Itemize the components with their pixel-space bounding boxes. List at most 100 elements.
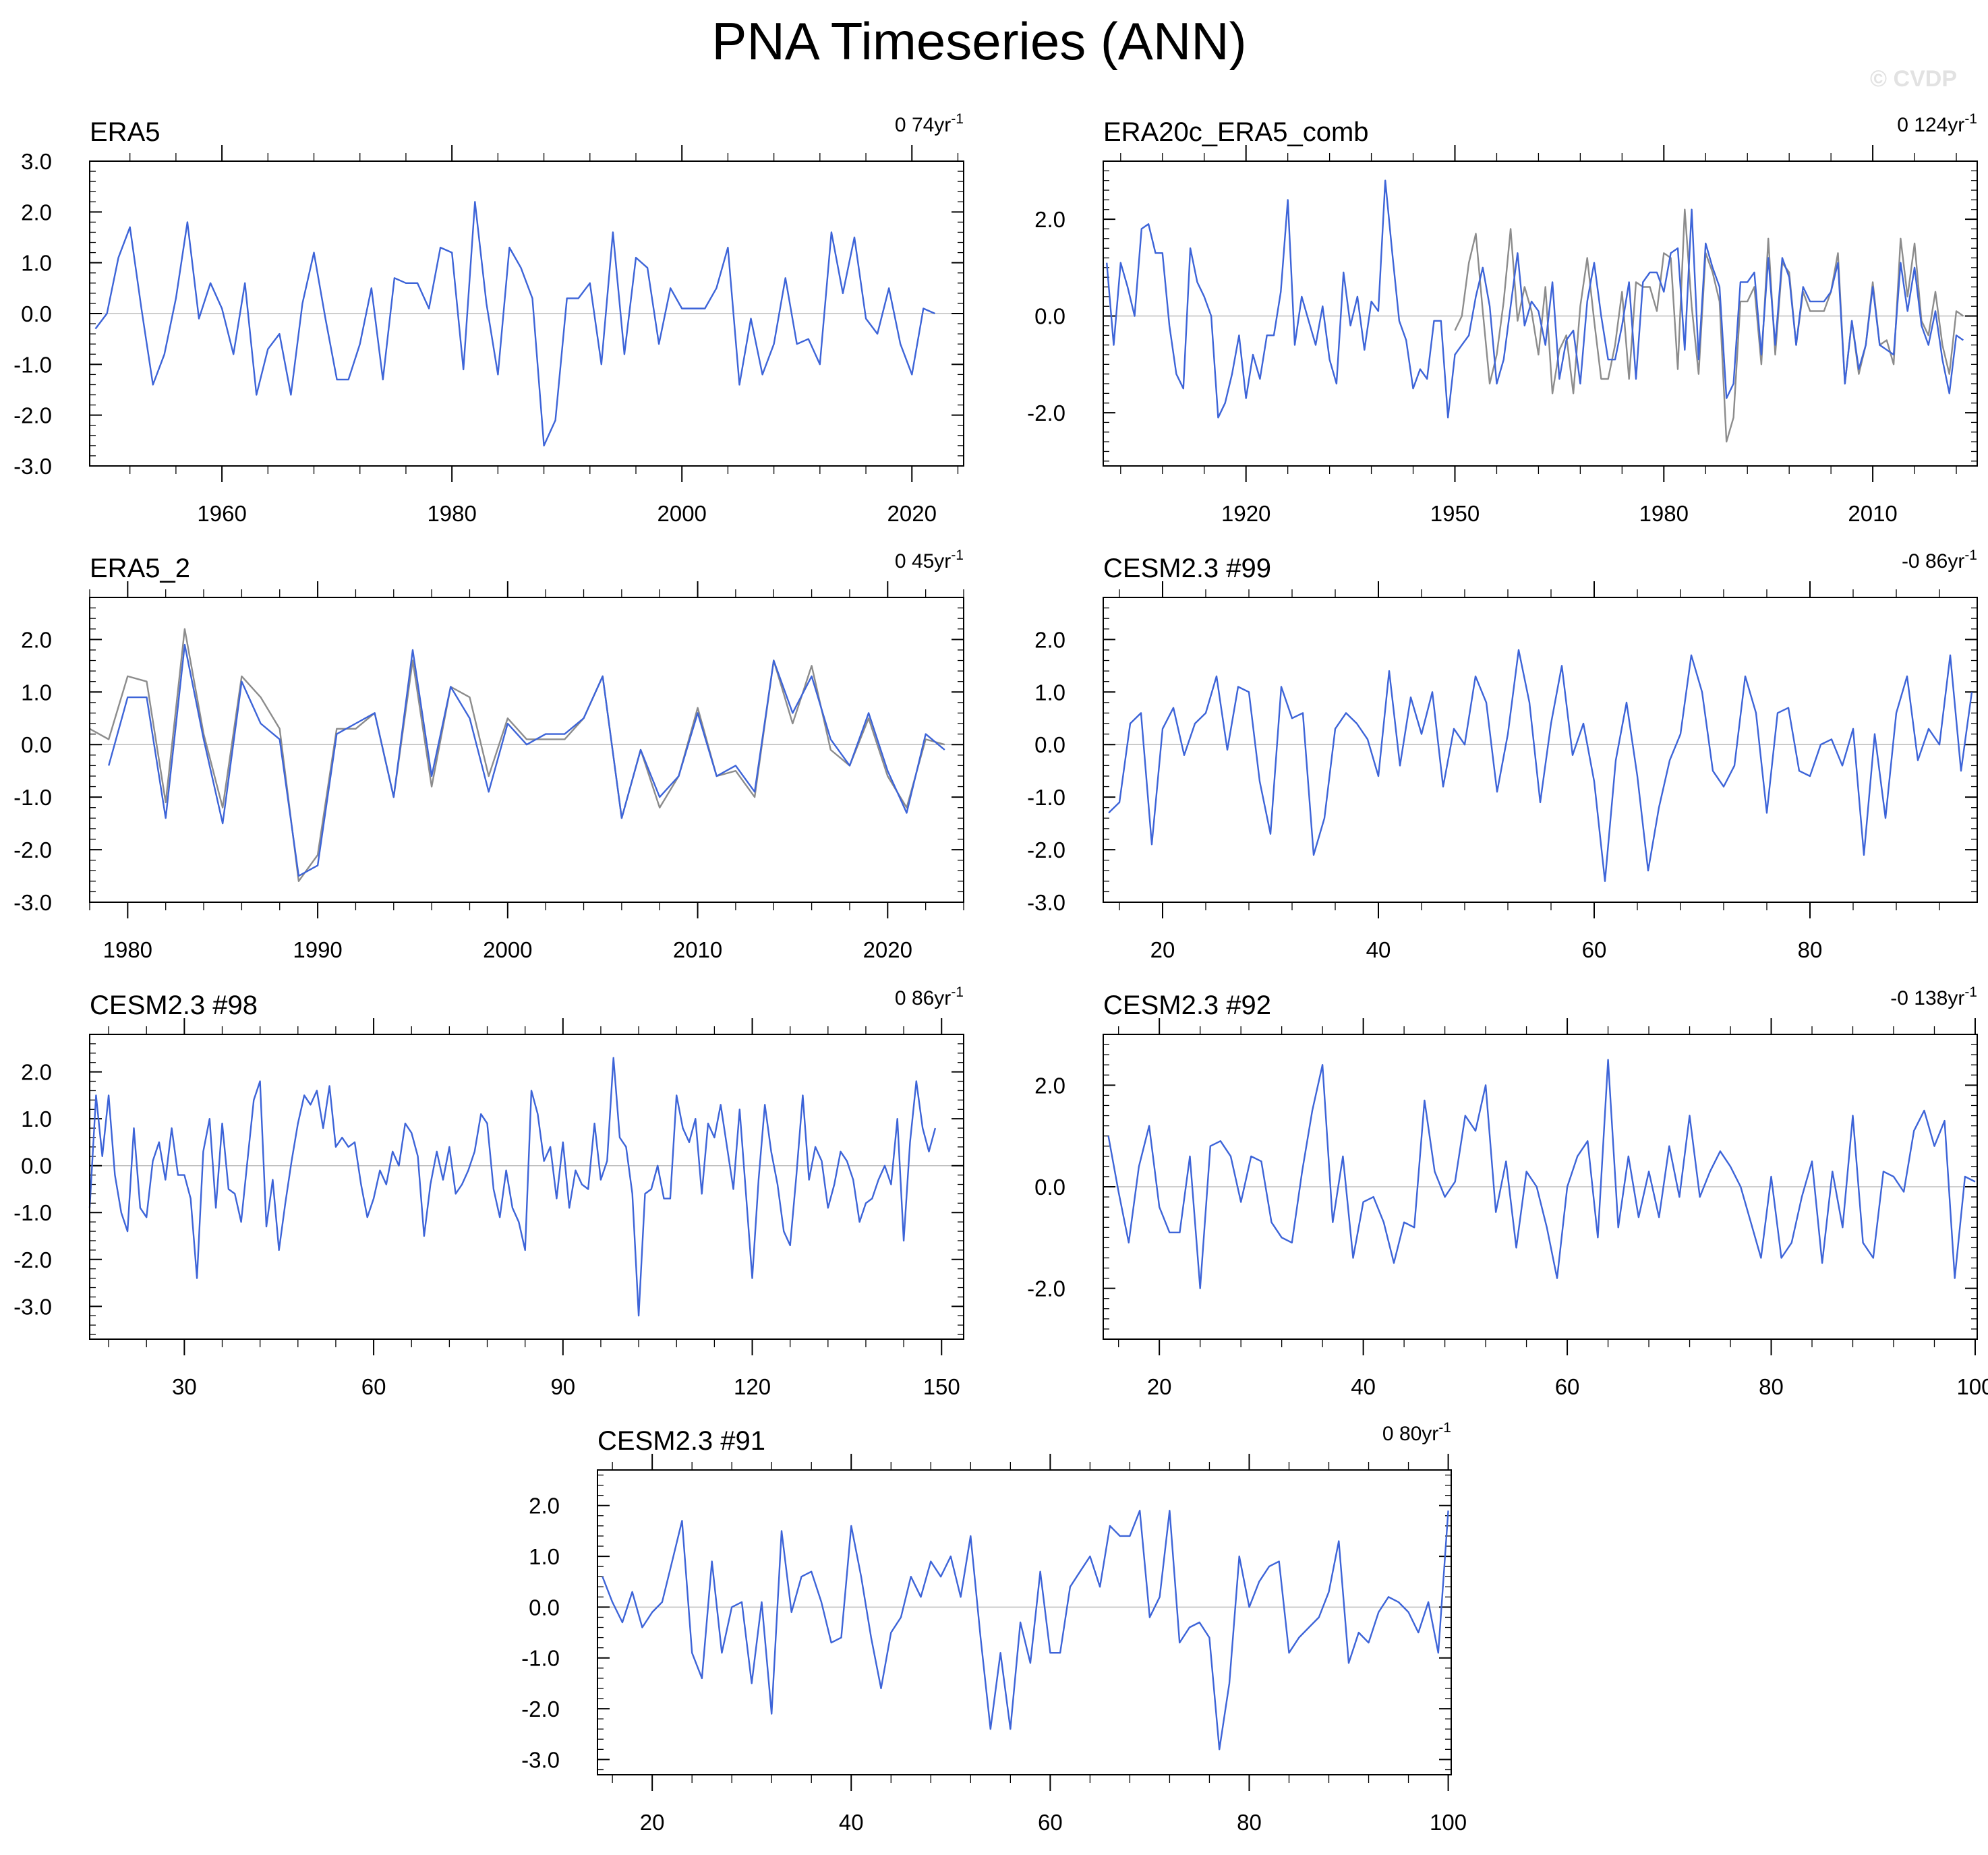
panel-title: CESM2.3 #92 (1103, 991, 1271, 1020)
x-tick-label: 1990 (293, 937, 342, 962)
series-line-cesm2-3-92 (1107, 1059, 1976, 1289)
y-tick-label: 0.0 (21, 1154, 52, 1179)
trend-exponent: -1 (1964, 111, 1977, 127)
x-tick-label: 2010 (1848, 501, 1897, 526)
x-tick-label: 60 (1555, 1374, 1580, 1399)
y-tick-label: -3.0 (13, 890, 52, 915)
plot-frame (1103, 597, 1978, 903)
x-tick-label: 90 (550, 1374, 575, 1399)
reference-line-era5 (1454, 208, 1964, 443)
y-tick-label: 2.0 (21, 1060, 52, 1085)
panel-cesm_91: CESM2.3 #91 0 80yr-1 -3.0 -2.0 -1.0 0.0 1.0 2.0… (521, 1420, 1467, 1835)
x-tick-label: 1920 (1221, 501, 1270, 526)
series-line-cesm2-3-99 (1108, 649, 1973, 883)
y-tick-label: -1.0 (13, 1200, 52, 1225)
y-tick-label: 2.0 (1034, 627, 1065, 652)
x-tick-label: 80 (1759, 1374, 1784, 1399)
trend-value: -0 138yr (1890, 987, 1964, 1009)
panel-title: CESM2.3 #99 (1103, 554, 1271, 583)
trend-label: 0 86yr-1 (895, 984, 964, 1009)
plot-frame (89, 597, 964, 903)
y-tick-label: -2.0 (13, 403, 52, 428)
y-tick-label: 0.0 (529, 1595, 560, 1620)
watermark: © CVDP (1870, 66, 1957, 92)
trend-value: -0 86yr (1902, 550, 1964, 572)
x-tick-label: 80 (1237, 1810, 1262, 1835)
x-tick-label: 150 (923, 1374, 960, 1399)
panel-era20c_era5_comb: ERA20c_ERA5_comb 0 124yr-1 -2.0 0.0 2.0 1920 1… (1027, 111, 1978, 526)
y-tick-label: -2.0 (13, 837, 52, 862)
y-tick-label: 0.0 (1034, 1175, 1065, 1200)
y-tick-label: 2.0 (1034, 1073, 1065, 1098)
x-tick-label: 1950 (1430, 501, 1480, 526)
y-tick-label: 0.0 (1034, 304, 1065, 329)
y-tick-label: -2.0 (521, 1697, 560, 1721)
y-tick-label: 1.0 (529, 1544, 560, 1569)
y-tick-label: 2.0 (1034, 207, 1065, 232)
plot-frame (1103, 160, 1978, 467)
trend-label: 0 45yr-1 (895, 548, 964, 572)
x-tick-label: 40 (1366, 937, 1391, 962)
y-tick-label: -2.0 (1027, 401, 1065, 425)
trend-label: 0 74yr-1 (895, 111, 964, 136)
y-tick-label: 1.0 (21, 680, 52, 705)
x-tick-label: 2000 (657, 501, 706, 526)
x-tick-label: 40 (839, 1810, 864, 1835)
x-tick-label: 100 (1430, 1810, 1467, 1835)
trend-label: -0 138yr-1 (1890, 984, 1977, 1009)
x-tick-label: 60 (1038, 1810, 1063, 1835)
x-tick-label: 80 (1798, 937, 1823, 962)
y-tick-label: -3.0 (1027, 890, 1065, 915)
figure-title: PNA Timeseries (ANN) (711, 11, 1246, 71)
y-tick-label: -2.0 (13, 1247, 52, 1272)
trend-label: 0 80yr-1 (1382, 1420, 1451, 1445)
x-tick-label: 120 (734, 1374, 771, 1399)
y-tick-label: -3.0 (521, 1747, 560, 1772)
panel-title: ERA5_2 (90, 554, 190, 583)
y-tick-label: 2.0 (21, 627, 52, 652)
trend-label: 0 124yr-1 (1897, 111, 1977, 136)
y-tick-label: 0.0 (1034, 732, 1065, 757)
x-tick-label: 1980 (103, 937, 152, 962)
reference-line-era5 (89, 628, 945, 883)
y-tick-label: 0.0 (21, 732, 52, 757)
y-tick-label: -2.0 (1027, 1276, 1065, 1301)
panels: ERA5 0 74yr-1-3.0-2.0-1.00.01.02.03.01960… (13, 111, 1988, 1835)
series-line-era5-2 (108, 643, 945, 877)
y-tick-label: -1.0 (521, 1646, 560, 1671)
y-tick-label: 3.0 (21, 149, 52, 174)
y-tick-label: -1.0 (13, 352, 52, 377)
trend-exponent: -1 (1964, 548, 1977, 563)
x-tick-label: 40 (1351, 1374, 1376, 1399)
x-tick-label: 2020 (863, 937, 912, 962)
x-tick-label: 20 (1147, 1374, 1172, 1399)
series-line-era20c-era5-comb (1106, 179, 1964, 419)
trend-value: 0 74yr (895, 114, 951, 136)
x-tick-label: 100 (1956, 1374, 1988, 1399)
x-tick-label: 60 (1582, 937, 1607, 962)
trend-exponent: -1 (1964, 984, 1977, 1000)
x-tick-label: 1980 (427, 501, 476, 526)
x-tick-label: 60 (361, 1374, 386, 1399)
y-tick-label: 0.0 (21, 301, 52, 326)
series-line-cesm2-3-98 (88, 1057, 937, 1317)
x-tick-label: 30 (172, 1374, 197, 1399)
y-tick-label: -1.0 (13, 785, 52, 810)
y-tick-label: -2.0 (1027, 837, 1065, 862)
panel-cesm_98: CESM2.3 #98 0 86yr-1 -3.0 -2.0 -1.0 0.0 1.0 2.0… (13, 984, 964, 1399)
trend-exponent: -1 (951, 111, 964, 127)
trend-exponent: -1 (951, 984, 964, 1000)
x-tick-label: 1980 (1639, 501, 1689, 526)
plot-frame (89, 160, 964, 467)
plot-frame (597, 1469, 1452, 1775)
x-tick-label: 2000 (483, 937, 532, 962)
x-tick-label: 20 (640, 1810, 665, 1835)
trend-label: -0 86yr-1 (1902, 548, 1977, 572)
x-tick-label: 2020 (887, 501, 937, 526)
panel-title: CESM2.3 #98 (90, 991, 258, 1020)
panel-cesm_99: CESM2.3 #99 -0 86yr-1 -3.0 -2.0 -1.0 0.0 1.0 2.… (1027, 548, 1978, 962)
x-tick-label: 20 (1150, 937, 1175, 962)
y-tick-label: 1.0 (21, 1107, 52, 1131)
